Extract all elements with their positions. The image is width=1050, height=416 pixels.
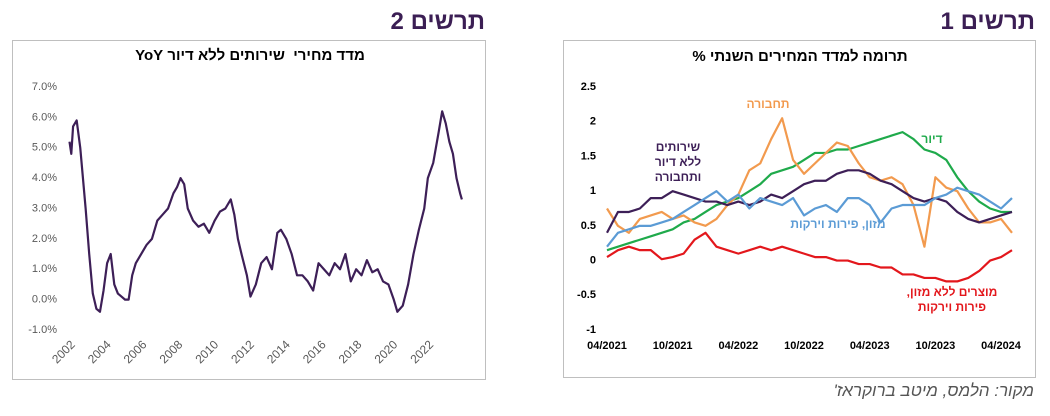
x-tick-label: 04/2021 <box>587 340 627 352</box>
y-tick-label: 6.0% <box>32 111 57 123</box>
x-tick-label: 04/2024 <box>981 340 1022 352</box>
y-tick-label: 1.5 <box>581 150 596 162</box>
y-tick-label: 1.0% <box>32 263 57 275</box>
chart-title: מדד מחירי שירותים ללא דיור YoY <box>135 47 365 64</box>
y-tick-label: 3.0% <box>32 202 57 214</box>
series-line <box>68 110 463 313</box>
y-tick-label: 5.0% <box>32 142 57 154</box>
x-tick-label: 04/2022 <box>718 340 758 352</box>
series-line <box>606 131 1012 252</box>
y-tick-label: 0.0% <box>32 294 57 306</box>
series-label: דיור <box>921 132 943 146</box>
y-tick-label: 0.5 <box>581 220 596 232</box>
series-line <box>606 169 1013 234</box>
chart-frame <box>12 40 486 380</box>
series-line <box>606 231 1013 283</box>
y-tick-label: 2.0% <box>32 233 57 245</box>
series-label: מוצרים ללא מזון, פירות וירקות <box>906 285 998 314</box>
y-tick-label: 2.5 <box>581 81 596 93</box>
x-tick-label: 10/2022 <box>784 340 824 352</box>
figure-label: תרשים 1 <box>940 8 1035 35</box>
y-tick-label: -1.0% <box>28 324 57 336</box>
y-tick-label: -0.5 <box>577 289 596 301</box>
x-tick-label: 04/2023 <box>850 340 890 352</box>
source-note: מקור: הלמס, מיטב ברוקראז' <box>833 381 1034 400</box>
y-tick-label: 0 <box>590 254 596 266</box>
series-label: שירותים ללא דיור ותחבורה <box>654 140 702 184</box>
y-tick-label: 7.0% <box>32 81 57 93</box>
x-tick-label: 10/2023 <box>915 340 955 352</box>
figure-label: תרשים 2 <box>390 8 485 35</box>
series-line <box>606 186 1013 248</box>
chart-title: תרומה למדד המחירים השנתי % <box>692 48 907 65</box>
series-label: תחבורה <box>746 97 790 111</box>
y-tick-label: 4.0% <box>32 172 57 184</box>
series-label: מזון, פירות וירקות <box>790 217 886 231</box>
y-tick-label: 1 <box>590 185 596 197</box>
y-tick-label: -1 <box>586 324 596 336</box>
y-tick-label: 2 <box>590 116 596 128</box>
x-tick-label: 10/2021 <box>653 340 693 352</box>
